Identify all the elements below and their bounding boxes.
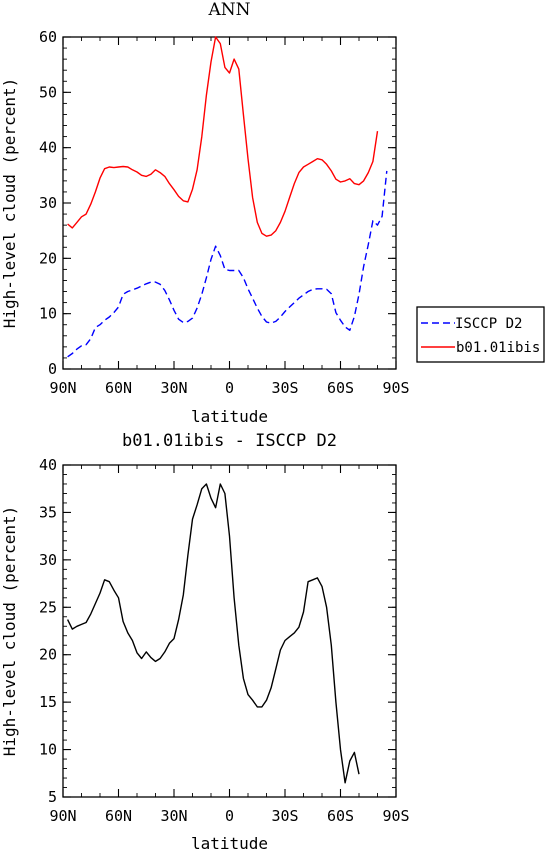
plot-frame (62, 36, 397, 370)
y-tick-label: 20 (39, 646, 57, 664)
series-line-isccp-d2 (67, 170, 388, 358)
y-axis-label: High-level cloud (percent) (0, 78, 19, 328)
chart-title: ANN (207, 0, 250, 20)
x-tick-label: 60S (327, 807, 354, 825)
top-panel: ANN 0 10 20 30 40 50 60 90N 60N 30N 0 30S 60S 90S la… (0, 0, 410, 426)
plot-frame (62, 464, 397, 798)
x-tick-label: 0 (225, 807, 234, 825)
x-tick-label: 0 (225, 379, 234, 397)
x-tick-label: 90N (49, 379, 76, 397)
y-tick-label: 0 (48, 360, 57, 378)
y-tick-label: 10 (39, 305, 57, 323)
y-tick-label: 50 (39, 83, 57, 101)
y-axis: 0 10 20 30 40 50 60 (39, 28, 396, 378)
series-layer (67, 36, 388, 358)
x-tick-label: 60N (105, 379, 132, 397)
legend: ISCCP D2 b01.01ibis (416, 306, 545, 363)
x-tick-label: 60N (105, 807, 132, 825)
y-tick-label: 35 (39, 503, 57, 521)
y-tick-label: 5 (48, 788, 57, 806)
x-tick-label: 90N (49, 807, 76, 825)
series-line-b01-01ibis (67, 36, 379, 237)
x-axis-label: latitude (191, 834, 268, 852)
y-tick-label: 40 (39, 139, 57, 157)
x-axis: 90N 60N 30N 0 30S 60S 90S (49, 37, 410, 397)
y-tick-label: 15 (39, 693, 57, 711)
x-axis: 90N 60N 30N 0 30S 60S 90S (49, 465, 410, 825)
series-line-difference (66, 483, 360, 784)
x-tick-label: 90S (382, 379, 409, 397)
x-tick-label: 30S (271, 379, 298, 397)
y-tick-label: 40 (39, 456, 57, 474)
y-tick-label: 25 (39, 598, 57, 616)
y-axis-label: High-level cloud (percent) (0, 506, 19, 756)
legend-box (416, 306, 545, 363)
y-tick-label: 60 (39, 28, 57, 46)
x-tick-label: 30N (160, 807, 187, 825)
y-tick-label: 30 (39, 194, 57, 212)
series-layer (66, 483, 360, 784)
bottom-panel: b01.01ibis - ISCCP D2 5 10 15 20 25 30 35 40 90… (0, 431, 410, 853)
legend-label-isccp: ISCCP D2 (455, 316, 522, 332)
x-tick-label: 60S (327, 379, 354, 397)
y-tick-label: 20 (39, 249, 57, 267)
x-axis-label: latitude (191, 407, 268, 426)
y-tick-label: 30 (39, 551, 57, 569)
x-tick-label: 30N (160, 379, 187, 397)
legend-label-model: b01.01ibis (456, 340, 540, 356)
y-axis: 5 10 15 20 25 30 35 40 (39, 456, 396, 806)
y-tick-label: 10 (39, 741, 57, 759)
chart-title: b01.01ibis - ISCCP D2 (122, 431, 337, 451)
x-tick-label: 30S (271, 807, 298, 825)
x-tick-label: 90S (382, 807, 409, 825)
